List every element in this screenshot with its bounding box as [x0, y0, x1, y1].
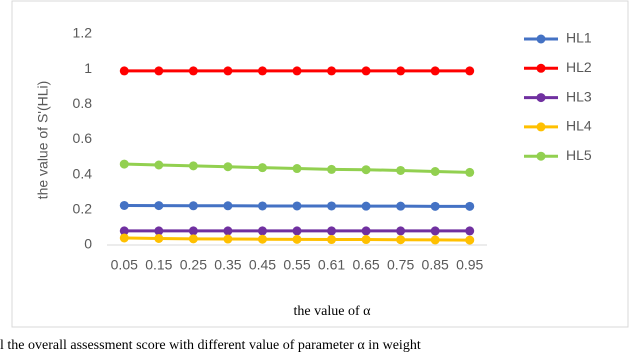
point	[327, 226, 337, 236]
point	[292, 226, 302, 236]
x-tick-label: 0.45	[249, 257, 276, 273]
point	[119, 66, 129, 76]
point	[292, 201, 302, 211]
point	[361, 165, 371, 175]
point	[188, 66, 198, 76]
y-tick-label: 0.8	[73, 95, 93, 111]
point	[396, 165, 406, 175]
x-tick-label: 0.25	[180, 257, 207, 273]
point	[430, 66, 440, 76]
legend-marker	[536, 63, 546, 73]
point	[396, 226, 406, 236]
x-tick-label: 0.35	[214, 257, 241, 273]
x-tick-label: 0.61	[318, 257, 345, 273]
point	[154, 226, 164, 236]
point	[223, 201, 233, 211]
x-tick-label: 0.65	[352, 257, 379, 273]
point	[257, 66, 267, 76]
x-tick-label: 0.05	[111, 257, 138, 273]
point	[188, 226, 198, 236]
point	[465, 66, 475, 76]
y-tick-label: 0.4	[73, 165, 93, 181]
x-tick-label: 0.55	[283, 257, 310, 273]
y-tick-label: 0	[84, 236, 92, 252]
point	[396, 66, 406, 76]
point	[430, 167, 440, 177]
point	[223, 226, 233, 236]
y-tick-label: 0.6	[73, 130, 93, 146]
point	[223, 66, 233, 76]
point	[430, 226, 440, 236]
point	[119, 200, 129, 210]
point	[327, 66, 337, 76]
point	[223, 234, 233, 244]
chart-border	[11, 0, 629, 328]
x-tick-label: 0.95	[456, 257, 483, 273]
point	[257, 234, 267, 244]
x-tick-label: 0.15	[145, 257, 172, 273]
y-tick-label: 1.2	[73, 25, 93, 41]
x-axis-title: the value of α	[294, 304, 372, 319]
point	[257, 201, 267, 211]
point	[327, 164, 337, 174]
point	[154, 66, 164, 76]
point	[465, 201, 475, 211]
point	[396, 235, 406, 245]
point	[154, 201, 164, 211]
point	[154, 160, 164, 170]
point	[327, 235, 337, 245]
point	[430, 201, 440, 211]
point	[465, 167, 475, 177]
point	[361, 201, 371, 211]
point	[465, 226, 475, 236]
point	[119, 233, 129, 243]
point	[119, 226, 129, 236]
point	[327, 201, 337, 211]
y-tick-label: 0.2	[73, 201, 93, 217]
legend-label: HL1	[566, 30, 592, 46]
point	[361, 66, 371, 76]
legend-marker	[536, 93, 546, 103]
legend-label: HL5	[566, 147, 592, 163]
point	[257, 163, 267, 173]
point	[188, 161, 198, 171]
point	[430, 235, 440, 245]
point	[465, 235, 475, 245]
point	[361, 235, 371, 245]
point	[154, 233, 164, 243]
point	[292, 234, 302, 244]
point	[292, 66, 302, 76]
point	[188, 201, 198, 211]
point	[223, 162, 233, 172]
legend-marker	[536, 151, 546, 161]
point	[396, 201, 406, 211]
x-tick-label: 0.75	[387, 257, 414, 273]
legend-marker	[536, 122, 546, 132]
point	[119, 159, 129, 169]
y-tick-label: 1	[84, 60, 92, 76]
legend-label: HL2	[566, 59, 592, 75]
legend-label: HL3	[566, 88, 592, 104]
y-axis-title: the value of S'(HLi)	[35, 81, 51, 200]
point	[361, 226, 371, 236]
point	[292, 164, 302, 174]
legend-marker	[536, 34, 546, 44]
legend-label: HL4	[566, 118, 592, 134]
point	[257, 226, 267, 236]
point	[188, 234, 198, 244]
caption: l the overall assessment score with diff…	[0, 338, 421, 353]
x-tick-label: 0.85	[422, 257, 449, 273]
